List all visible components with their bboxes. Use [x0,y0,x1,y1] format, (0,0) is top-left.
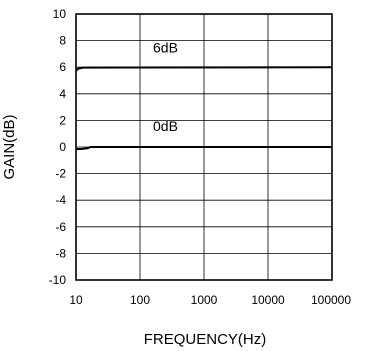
gain-annotation: 0dB [153,118,178,134]
data-series [75,66,333,150]
x-tick-label: 100 [130,293,150,307]
y-tick-label: -2 [55,167,66,181]
annotations: 6dB 0dB [153,40,178,134]
x-tick-label: 10 [69,293,83,307]
series-line-2 [76,146,332,150]
y-tick-labels: 10 8 6 4 2 0 -2 -4 -6 -8 -10 [49,7,67,287]
y-axis-label: GAIN(dB) [1,114,18,179]
series-line-1 [75,66,333,72]
y-tick-label: 0 [59,140,66,154]
y-tick-label: 10 [53,7,67,21]
y-tick-label: -8 [55,246,66,260]
y-tick-label: 6 [59,60,66,74]
y-tick-label: 2 [59,113,66,127]
gain-annotation: 6dB [153,40,178,56]
y-tick-label: 4 [59,87,66,101]
x-tick-labels: 10 100 1000 10000 100000 [69,293,351,307]
x-axis-label: FREQUENCY(Hz) [144,331,267,348]
y-tick-label: 8 [59,34,66,48]
x-tick-label: 100000 [311,293,351,307]
y-tick-label: -6 [55,220,66,234]
x-tick-label: 1000 [191,293,218,307]
x-tick-label: 10000 [251,293,285,307]
y-tick-label: -10 [49,273,67,287]
y-tick-label: -4 [55,193,66,207]
